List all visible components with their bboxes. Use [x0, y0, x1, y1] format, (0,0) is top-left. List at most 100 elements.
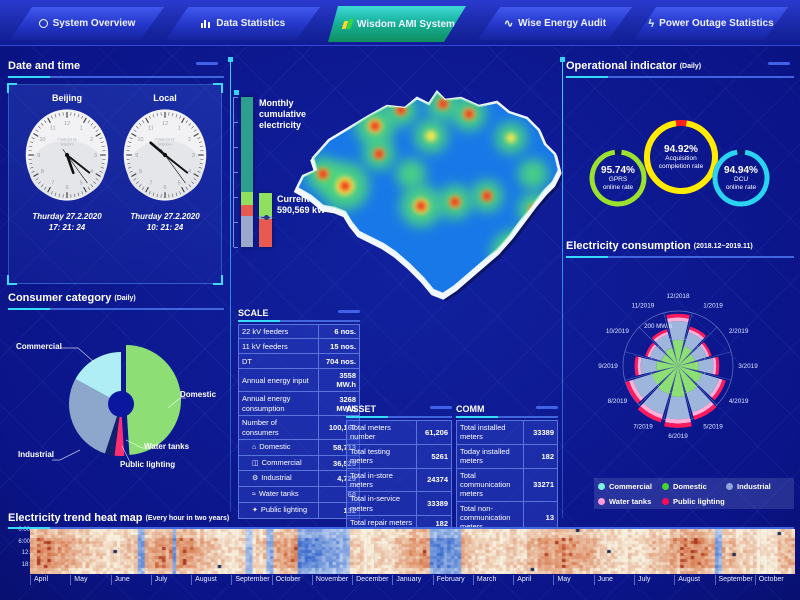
table-row: Number of consumers 100,167	[238, 416, 360, 440]
legend-item-industrial[interactable]: Industrial	[726, 482, 790, 491]
scale-table: 22 kV feeders 6 nos. 11 kV feeders 15 nos. D…	[238, 324, 360, 519]
gauge-label: Acquisition	[665, 154, 697, 162]
heatmap-month-label: August	[674, 575, 714, 585]
table-row-value: 5261	[415, 444, 451, 468]
gauge-ring	[589, 149, 647, 207]
gauge-ring	[712, 149, 770, 207]
svg-text:8: 8	[139, 169, 142, 175]
svg-text:2/2019: 2/2019	[729, 328, 749, 335]
clock-date: Thurday 27.2.2020	[32, 212, 102, 221]
monthly-bar-label: Monthly cumulative electricity	[259, 98, 307, 130]
heatmap-canvas[interactable]	[30, 529, 795, 574]
consumer-pie-chart: Commercial Domestic Industrial Water tan…	[8, 312, 230, 514]
legend-item-commercial[interactable]: Commercial	[598, 482, 662, 491]
table-row: Total communication meters 33271	[456, 468, 558, 502]
tab-power-outage-statistics[interactable]: ϟ Power Outage Statistics	[632, 7, 790, 40]
gauge-value: 94.92%	[664, 143, 698, 155]
right-column-divider	[560, 57, 565, 518]
table-row: Total in-service meters 33389	[346, 492, 452, 516]
operational-minibar	[768, 62, 790, 65]
svg-text:7/2019: 7/2019	[633, 424, 653, 431]
system-overview-icon	[39, 19, 48, 28]
table-row-label: ✦ Public lighting	[252, 504, 308, 514]
svg-text:2: 2	[188, 137, 191, 143]
table-row-value: 3268 MW.h	[318, 392, 359, 416]
svg-text:Wisdom: Wisdom	[158, 143, 171, 147]
consumption-legend: Commercial Domestic Industrial Water tanks P…	[594, 478, 794, 509]
gauge-ring	[644, 120, 718, 194]
tab-wise-energy-audit[interactable]: ∿ Wise Energy Audit	[476, 7, 634, 40]
shop-icon: ◫	[252, 459, 259, 467]
gauge-dcu-online-rate: 94.94% DCU online rate	[710, 147, 772, 209]
heatmap-month-label: February	[432, 575, 473, 585]
current-load-bar	[256, 193, 275, 247]
bar-segment-teal	[241, 97, 253, 192]
tab-label: Wisdom AMI System	[357, 18, 455, 30]
svg-text:5: 5	[80, 181, 83, 187]
svg-text:7: 7	[149, 181, 152, 187]
svg-text:Wisdom: Wisdom	[60, 143, 73, 147]
tab-system-overview[interactable]: System Overview	[8, 7, 166, 40]
table-row: Total meters number 61,206	[346, 420, 452, 445]
heatmap-month-label: June	[593, 575, 634, 585]
heatmap-month-label: August	[191, 575, 231, 585]
pie-label-commercial: Commercial	[16, 342, 62, 351]
legend-label: Domestic	[673, 482, 707, 491]
heatmap-month-label: May	[70, 575, 110, 585]
svg-text:7: 7	[51, 181, 54, 187]
table-row: ✦Public lighting132	[238, 502, 360, 519]
water-icon: ≈	[252, 491, 256, 499]
svg-text:9/2019: 9/2019	[598, 363, 618, 370]
lamp-icon: ✦	[252, 506, 258, 514]
pulse-wave-icon: ∿	[503, 17, 514, 30]
table-row: Total installed meters 33389	[456, 420, 558, 445]
pie-svg	[52, 345, 186, 463]
heatmap-month-label: November	[311, 575, 352, 585]
legend-dot	[726, 483, 733, 490]
heatmap-y-label: 0:00	[18, 527, 30, 533]
datetime-panel: Beijing 1 2 3 4 5 6 7 8 9 10 11 12 Powered by Wisdom …	[7, 83, 223, 285]
svg-text:Powered by: Powered by	[57, 137, 77, 141]
legend-item-public-lighting[interactable]: Public lighting	[662, 497, 726, 506]
comm-table-title: COMM	[456, 404, 485, 414]
gauge-gprs-online-rate: 95.74% GPRS online rate	[587, 147, 649, 209]
legend-item-water-tanks[interactable]: Water tanks	[598, 497, 662, 506]
svg-text:10: 10	[137, 137, 143, 143]
tab-wisdom-ami-system[interactable]: Wisdom AMI System	[320, 6, 478, 42]
table-row-value: 58,713	[318, 439, 359, 455]
consumer-panel-title: Consumer category (Daily)	[8, 292, 136, 304]
monthly-cumulative-bar	[241, 97, 253, 247]
clock-local: Local 1 2 3 4 5 6 7 8 9 10 11 12 Powered by Wisdom Th…	[117, 93, 213, 232]
heatmap-y-label: 6:00	[18, 538, 30, 545]
gauge-value: 95.74%	[601, 164, 635, 176]
gauge-value: 94.94%	[724, 164, 758, 176]
tab-data-statistics[interactable]: Data Statistics	[164, 7, 322, 40]
table-row-label: ◫ Commercial	[252, 457, 302, 467]
region-load-heat-map	[293, 90, 563, 301]
table-row-value: 3558 MW.h	[318, 369, 359, 392]
legend-item-domestic[interactable]: Domestic	[662, 482, 726, 491]
house-icon: ⌂	[252, 443, 257, 451]
table-row: 22 kV feeders 6 nos.	[238, 324, 360, 340]
table-row: Total in-store meters 24374	[346, 468, 452, 493]
datetime-panel-title: Date and time	[8, 60, 81, 72]
heatmap-month-label: September	[231, 575, 271, 585]
left-column-divider	[228, 57, 233, 512]
table-row-value: 61,206	[415, 421, 451, 444]
svg-text:2: 2	[90, 137, 93, 143]
comm-title-rule	[456, 416, 558, 418]
table-row-label: Total in-service meters	[350, 494, 401, 513]
legend-label: Water tanks	[609, 497, 652, 506]
asset-table-title: ASSET	[346, 404, 377, 414]
heatmap-x-axis: April May June July August September October No…	[30, 575, 795, 585]
table-row-value: 704 nos.	[318, 354, 359, 369]
heatmap-month-label: December	[352, 575, 392, 585]
consumption-title-rule	[566, 256, 794, 258]
svg-text:11: 11	[148, 126, 154, 132]
tab-label: Power Outage Statistics	[659, 18, 774, 29]
heatmap-month-label: June	[110, 575, 151, 585]
table-row-value: 100,167	[318, 416, 359, 439]
svg-text:4: 4	[90, 169, 93, 175]
svg-text:12/2018: 12/2018	[666, 293, 690, 300]
